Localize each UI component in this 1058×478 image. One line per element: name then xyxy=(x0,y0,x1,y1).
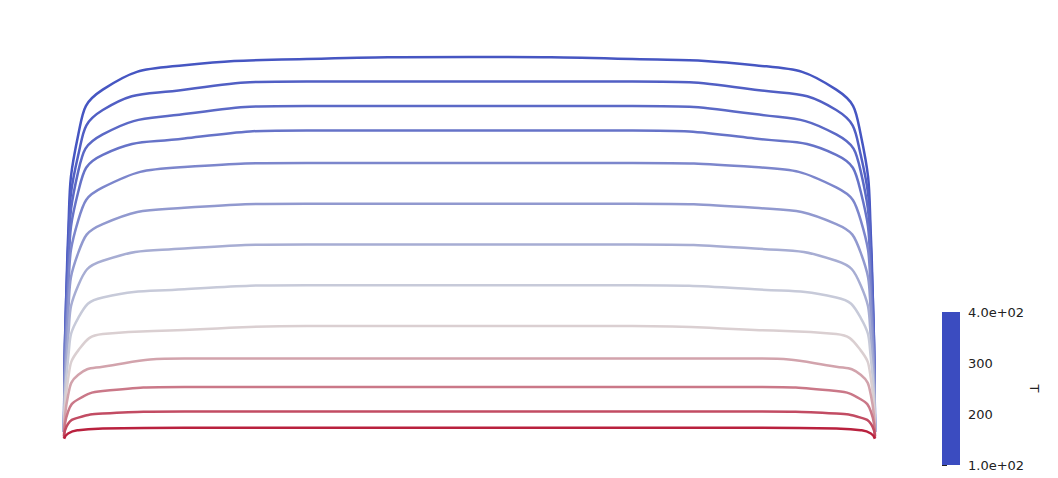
svg-text:T: T xyxy=(1027,384,1042,393)
svg-text:1.0e+02: 1.0e+02 xyxy=(968,458,1024,473)
svg-text:200: 200 xyxy=(968,407,993,422)
svg-text:300: 300 xyxy=(968,356,993,371)
svg-text:4.0e+02: 4.0e+02 xyxy=(968,305,1024,320)
